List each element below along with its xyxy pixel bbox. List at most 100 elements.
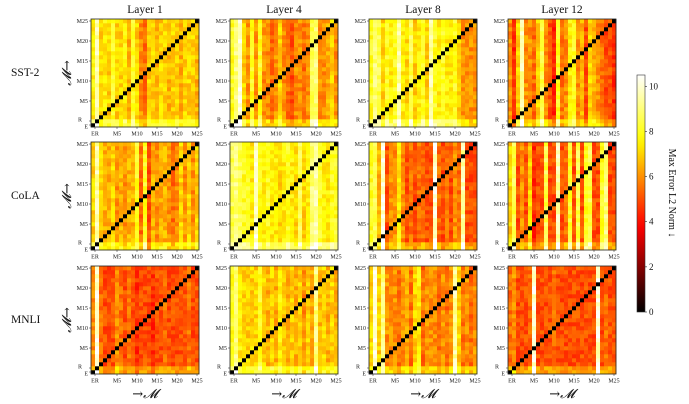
heatmap-cell (532, 43, 537, 48)
heatmap-cell (151, 146, 156, 151)
heatmap-cell (532, 39, 537, 44)
heatmap-cell (330, 170, 335, 175)
heatmap-cell (115, 43, 120, 48)
heatmap-cell (413, 59, 418, 64)
heatmap-cell (115, 186, 120, 191)
heatmap-cell (99, 67, 104, 72)
heatmap-cell (409, 190, 414, 195)
heatmap-cell (143, 166, 148, 171)
heatmap-cell (127, 95, 132, 100)
heatmap-cell (175, 103, 180, 108)
heatmap-cell (242, 23, 247, 28)
heatmap-cell (278, 234, 283, 239)
heatmap-cell (425, 230, 430, 235)
heatmap-cell (135, 63, 140, 68)
heatmap-cell (512, 87, 517, 92)
heatmap-cell (294, 87, 299, 92)
heatmap-cell (310, 158, 315, 163)
heatmap-cell (461, 226, 466, 231)
heatmap-cell (274, 23, 279, 28)
heatmap-cell (115, 63, 120, 68)
heatmap-cell (330, 214, 335, 219)
heatmap-cell (286, 59, 291, 64)
diagonal-cell (417, 198, 422, 203)
heatmap-cell (326, 194, 331, 199)
heatmap-cell (604, 123, 609, 128)
heatmap-cell (425, 55, 430, 60)
heatmap-cell (393, 59, 398, 64)
heatmap-cell (135, 162, 140, 167)
heatmap-cell (465, 43, 470, 48)
heatmap-cell (175, 23, 180, 28)
heatmap-cell (175, 63, 180, 68)
diagonal-cell (294, 59, 299, 64)
heatmap-cell (322, 111, 327, 116)
heatmap-cell (568, 107, 573, 112)
heatmap-cell (369, 87, 374, 92)
heatmap-cell (258, 182, 263, 187)
heatmap-cell (183, 115, 188, 120)
heatmap-cell (143, 162, 148, 167)
heatmap-cell (417, 19, 422, 24)
heatmap-cell (262, 99, 267, 104)
heatmap-cell (191, 214, 196, 219)
heatmap-cell (238, 206, 243, 211)
heatmap-cell (266, 166, 271, 171)
heatmap-cell (286, 198, 291, 203)
heatmap-cell (449, 79, 454, 84)
heatmap-cell (433, 71, 438, 76)
heatmap-cell (95, 87, 100, 92)
heatmap-cell (453, 83, 458, 88)
heatmap-cell (457, 79, 462, 84)
heatmap-cell (119, 174, 124, 179)
heatmap-cell (183, 39, 188, 44)
heatmap-cell (143, 55, 148, 60)
heatmap-cell (401, 75, 406, 80)
heatmap-cell (175, 71, 180, 76)
heatmap-cell (238, 63, 243, 68)
heatmap-cell (246, 202, 251, 207)
heatmap-cell (588, 23, 593, 28)
heatmap-cell (143, 83, 148, 88)
heatmap-cell (171, 242, 176, 247)
heatmap-cell (528, 83, 533, 88)
heatmap-cell (294, 226, 299, 231)
heatmap-cell (171, 115, 176, 120)
heatmap-cell (246, 111, 251, 116)
heatmap-cell (238, 91, 243, 96)
heatmap-cell (326, 35, 331, 40)
heatmap-cell (191, 39, 196, 44)
heatmap-cell (290, 230, 295, 235)
heatmap-cell (91, 218, 96, 223)
heatmap-cell (310, 35, 315, 40)
heatmap-cell (147, 59, 152, 64)
heatmap-cell (298, 162, 303, 167)
heatmap-cell (445, 95, 450, 100)
heatmap-cell (179, 170, 184, 175)
heatmap-cell (334, 31, 339, 36)
heatmap-cell (286, 103, 291, 108)
heatmap-cell (322, 206, 327, 211)
heatmap-cell (103, 47, 108, 52)
heatmap-cell (612, 63, 617, 68)
heatmap-cell (139, 174, 144, 179)
heatmap-cell (532, 35, 537, 40)
heatmap-cell (552, 19, 557, 24)
heatmap-cell (278, 63, 283, 68)
heatmap-cell (151, 19, 156, 24)
heatmap-cell (155, 19, 160, 24)
heatmap-cell (465, 234, 470, 239)
heatmap-cell (111, 230, 116, 235)
heatmap-cell (413, 111, 418, 116)
heatmap-cell (413, 75, 418, 80)
heatmap-cell (461, 218, 466, 223)
heatmap-cell (604, 51, 609, 56)
heatmap-cell (127, 43, 132, 48)
heatmap-cell (544, 123, 549, 128)
heatmap-cell (544, 19, 549, 24)
heatmap-cell (572, 51, 577, 56)
heatmap-cell (282, 87, 287, 92)
diagonal-cell (409, 83, 414, 88)
heatmap-cell (171, 79, 176, 84)
heatmap-cell (187, 198, 192, 203)
